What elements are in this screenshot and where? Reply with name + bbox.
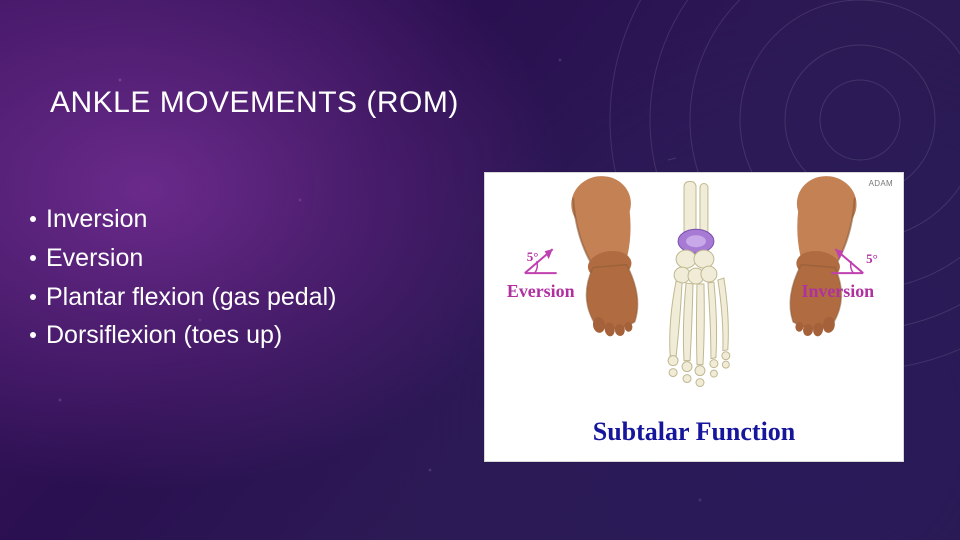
right-label: Inversion xyxy=(801,281,874,301)
bullet-text: Inversion xyxy=(46,200,147,239)
slide-title: ANKLE MOVEMENTS (ROM) xyxy=(50,86,459,120)
bullet-list: Inversion Eversion Plantar flexion (gas … xyxy=(30,200,470,355)
bullet-text: Dorsiflexion (toes up) xyxy=(46,316,282,355)
left-foot-eversion xyxy=(568,173,650,340)
bullet-text: Eversion xyxy=(46,239,143,278)
bullet-text: Plantar flexion (gas pedal) xyxy=(46,278,336,317)
ankle-diagram: 5° Eversion 5° Inversion xyxy=(485,173,903,403)
bullet-icon xyxy=(30,216,36,222)
right-foot-inversion xyxy=(779,173,861,340)
left-angle-marker: 5° xyxy=(525,249,557,273)
bullet-icon xyxy=(30,255,36,261)
bullet-item: Inversion xyxy=(30,200,470,239)
bullet-icon xyxy=(30,294,36,300)
bullet-item: Dorsiflexion (toes up) xyxy=(30,316,470,355)
right-angle-text: 5° xyxy=(866,251,878,266)
bullet-item: Eversion xyxy=(30,239,470,278)
bullet-icon xyxy=(30,332,36,338)
figure-caption: Subtalar Function xyxy=(485,417,903,447)
figure-card: ADAM xyxy=(484,172,904,462)
bullet-item: Plantar flexion (gas pedal) xyxy=(30,278,470,317)
left-angle-text: 5° xyxy=(527,249,539,264)
center-foot-skeletal xyxy=(668,182,730,387)
left-label: Eversion xyxy=(507,281,575,301)
